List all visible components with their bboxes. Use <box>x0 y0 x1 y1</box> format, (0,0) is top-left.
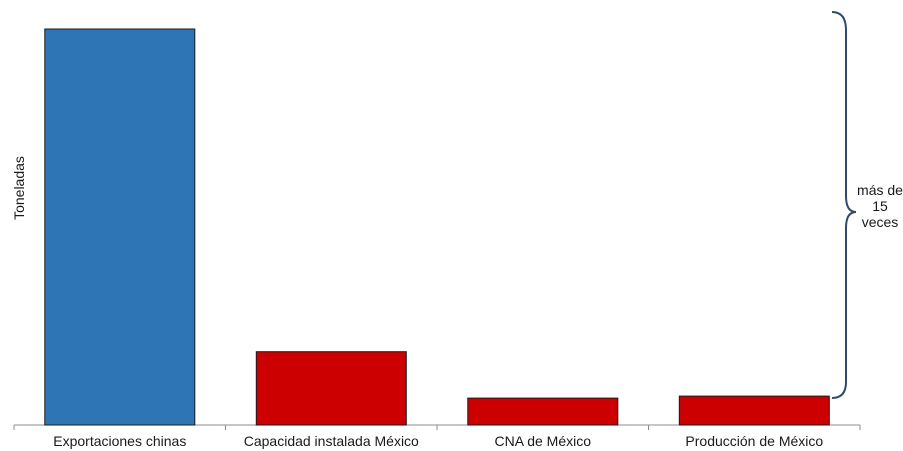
x-tick-label: Producción de México <box>685 433 823 449</box>
x-tick-label: Capacidad instalada México <box>244 433 419 449</box>
x-tick-marks <box>13 425 861 430</box>
x-tick-label: Exportaciones chinas <box>53 433 186 449</box>
annotation-line-3: veces <box>862 214 899 230</box>
y-axis-label: Toneladas <box>11 156 27 220</box>
x-tick-labels: Exportaciones chinas Capacidad instalada … <box>53 433 823 449</box>
bar-2 <box>255 351 407 426</box>
bar-3 <box>467 397 619 426</box>
annotation-line-2: 15 <box>872 198 888 214</box>
x-tick-label: CNA de México <box>495 433 592 449</box>
comparison-annotation: más de 15 veces <box>831 11 903 399</box>
bar-1 <box>44 28 196 426</box>
bars <box>44 28 830 426</box>
annotation-line-1: más de <box>857 182 903 198</box>
bar-4 <box>678 395 830 426</box>
curly-brace <box>831 11 857 399</box>
